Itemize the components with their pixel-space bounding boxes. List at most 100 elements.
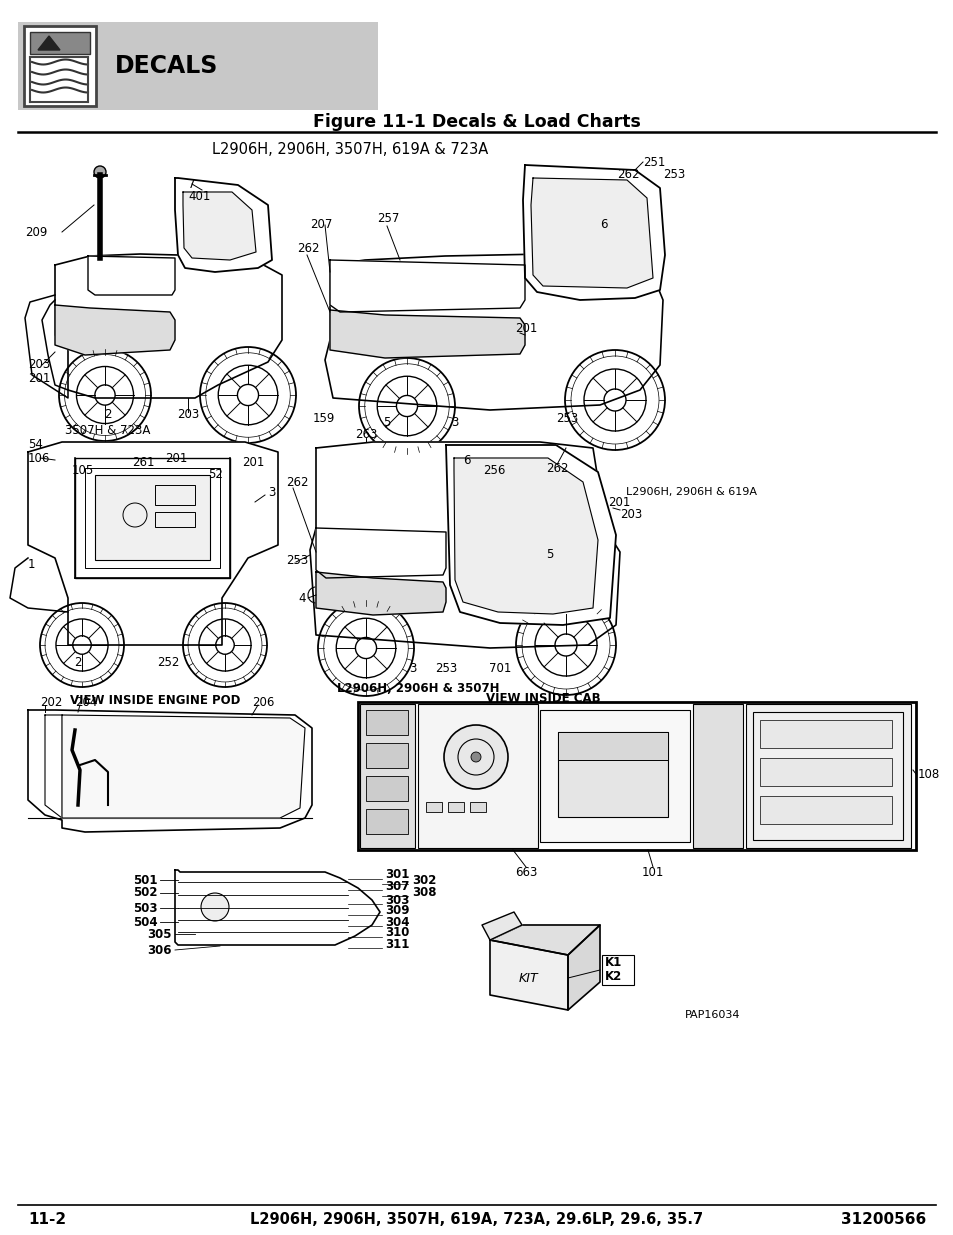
- Bar: [745, 704, 910, 848]
- Polygon shape: [481, 911, 521, 940]
- Text: 203: 203: [28, 358, 51, 372]
- Bar: [692, 704, 742, 848]
- Text: 663: 663: [515, 866, 537, 878]
- Text: 253: 253: [286, 553, 308, 567]
- Bar: [18, 22, 377, 110]
- Bar: [558, 732, 667, 760]
- Bar: [357, 701, 915, 850]
- Bar: [470, 802, 485, 811]
- Polygon shape: [88, 256, 174, 295]
- Bar: [154, 513, 194, 527]
- Text: 202: 202: [40, 695, 62, 709]
- Text: 257: 257: [376, 211, 399, 225]
- Polygon shape: [490, 940, 567, 1010]
- Polygon shape: [55, 305, 174, 354]
- Text: 263: 263: [355, 429, 376, 441]
- Text: 253: 253: [662, 168, 684, 182]
- Text: 203: 203: [619, 509, 641, 521]
- Polygon shape: [446, 445, 616, 625]
- Bar: [539, 710, 689, 842]
- Text: L2906H, 2906H & 619A: L2906H, 2906H & 619A: [625, 487, 757, 496]
- Bar: [448, 802, 463, 811]
- Polygon shape: [330, 310, 524, 358]
- Bar: [75, 458, 230, 578]
- Text: 503: 503: [133, 902, 158, 914]
- Text: L2906H, 2906H, 3507H, 619A & 723A: L2906H, 2906H, 3507H, 619A & 723A: [212, 142, 488, 158]
- Polygon shape: [567, 925, 599, 1010]
- Text: 306: 306: [148, 944, 172, 956]
- Bar: [366, 743, 408, 768]
- Text: 311: 311: [385, 937, 409, 951]
- Polygon shape: [62, 715, 305, 818]
- Bar: [760, 720, 891, 748]
- Text: 209: 209: [26, 226, 48, 238]
- Text: 52: 52: [208, 468, 223, 482]
- Text: Figure 11-1 Decals & Load Charts: Figure 11-1 Decals & Load Charts: [313, 112, 640, 131]
- Text: K1: K1: [604, 956, 621, 969]
- Text: 204: 204: [75, 695, 97, 709]
- Text: 5: 5: [545, 548, 553, 562]
- Text: 2: 2: [104, 409, 112, 421]
- Text: VIEW INSIDE CAB: VIEW INSIDE CAB: [485, 692, 599, 704]
- Text: 3507H & 723A: 3507H & 723A: [65, 424, 151, 436]
- Polygon shape: [310, 442, 619, 648]
- Text: 256: 256: [482, 463, 505, 477]
- Text: 253: 253: [556, 411, 578, 425]
- Text: 253: 253: [435, 662, 456, 674]
- Text: 262: 262: [286, 475, 308, 489]
- Bar: [417, 704, 537, 848]
- Text: 305: 305: [148, 927, 172, 941]
- Polygon shape: [183, 191, 255, 261]
- Text: 3: 3: [409, 662, 416, 674]
- Text: 106: 106: [28, 452, 51, 464]
- Text: 108: 108: [917, 767, 940, 781]
- Bar: [558, 732, 667, 818]
- Text: 502: 502: [133, 887, 158, 899]
- Text: 3: 3: [268, 485, 275, 499]
- Polygon shape: [174, 869, 379, 945]
- Text: 2: 2: [74, 656, 82, 668]
- Text: 302: 302: [412, 873, 436, 887]
- Circle shape: [94, 165, 106, 178]
- Bar: [154, 485, 194, 505]
- Text: 101: 101: [641, 866, 663, 878]
- Text: 501: 501: [133, 873, 158, 887]
- Bar: [30, 32, 90, 54]
- Text: 307: 307: [385, 879, 409, 893]
- Polygon shape: [25, 295, 68, 398]
- Circle shape: [201, 893, 229, 921]
- Text: 201: 201: [165, 452, 187, 464]
- Text: 310: 310: [385, 926, 409, 940]
- Polygon shape: [454, 458, 598, 614]
- Polygon shape: [325, 254, 662, 410]
- Bar: [95, 475, 210, 559]
- Bar: [601, 955, 634, 986]
- Text: 262: 262: [617, 168, 639, 182]
- Text: 201: 201: [607, 495, 630, 509]
- Polygon shape: [490, 925, 599, 955]
- Bar: [359, 704, 415, 848]
- Bar: [24, 26, 96, 106]
- Circle shape: [696, 783, 723, 811]
- Text: 201: 201: [28, 372, 51, 384]
- Text: VIEW INSIDE ENGINE POD: VIEW INSIDE ENGINE POD: [70, 694, 240, 706]
- Polygon shape: [330, 261, 524, 312]
- Text: 301: 301: [385, 868, 409, 882]
- Bar: [760, 758, 891, 785]
- Polygon shape: [531, 178, 652, 288]
- Text: 203: 203: [176, 409, 199, 421]
- Text: 303: 303: [385, 893, 409, 906]
- Text: 105: 105: [71, 463, 94, 477]
- Text: 401: 401: [188, 189, 211, 203]
- Polygon shape: [28, 710, 312, 832]
- Text: KIT: KIT: [517, 972, 537, 984]
- Circle shape: [443, 725, 507, 789]
- Bar: [366, 776, 408, 802]
- Bar: [110, 755, 165, 805]
- Text: 7: 7: [188, 179, 195, 191]
- Text: 251: 251: [642, 156, 664, 168]
- Text: 31200566: 31200566: [840, 1213, 925, 1228]
- Text: 504: 504: [133, 915, 158, 929]
- Text: 262: 262: [545, 462, 568, 474]
- Text: 701: 701: [488, 662, 511, 674]
